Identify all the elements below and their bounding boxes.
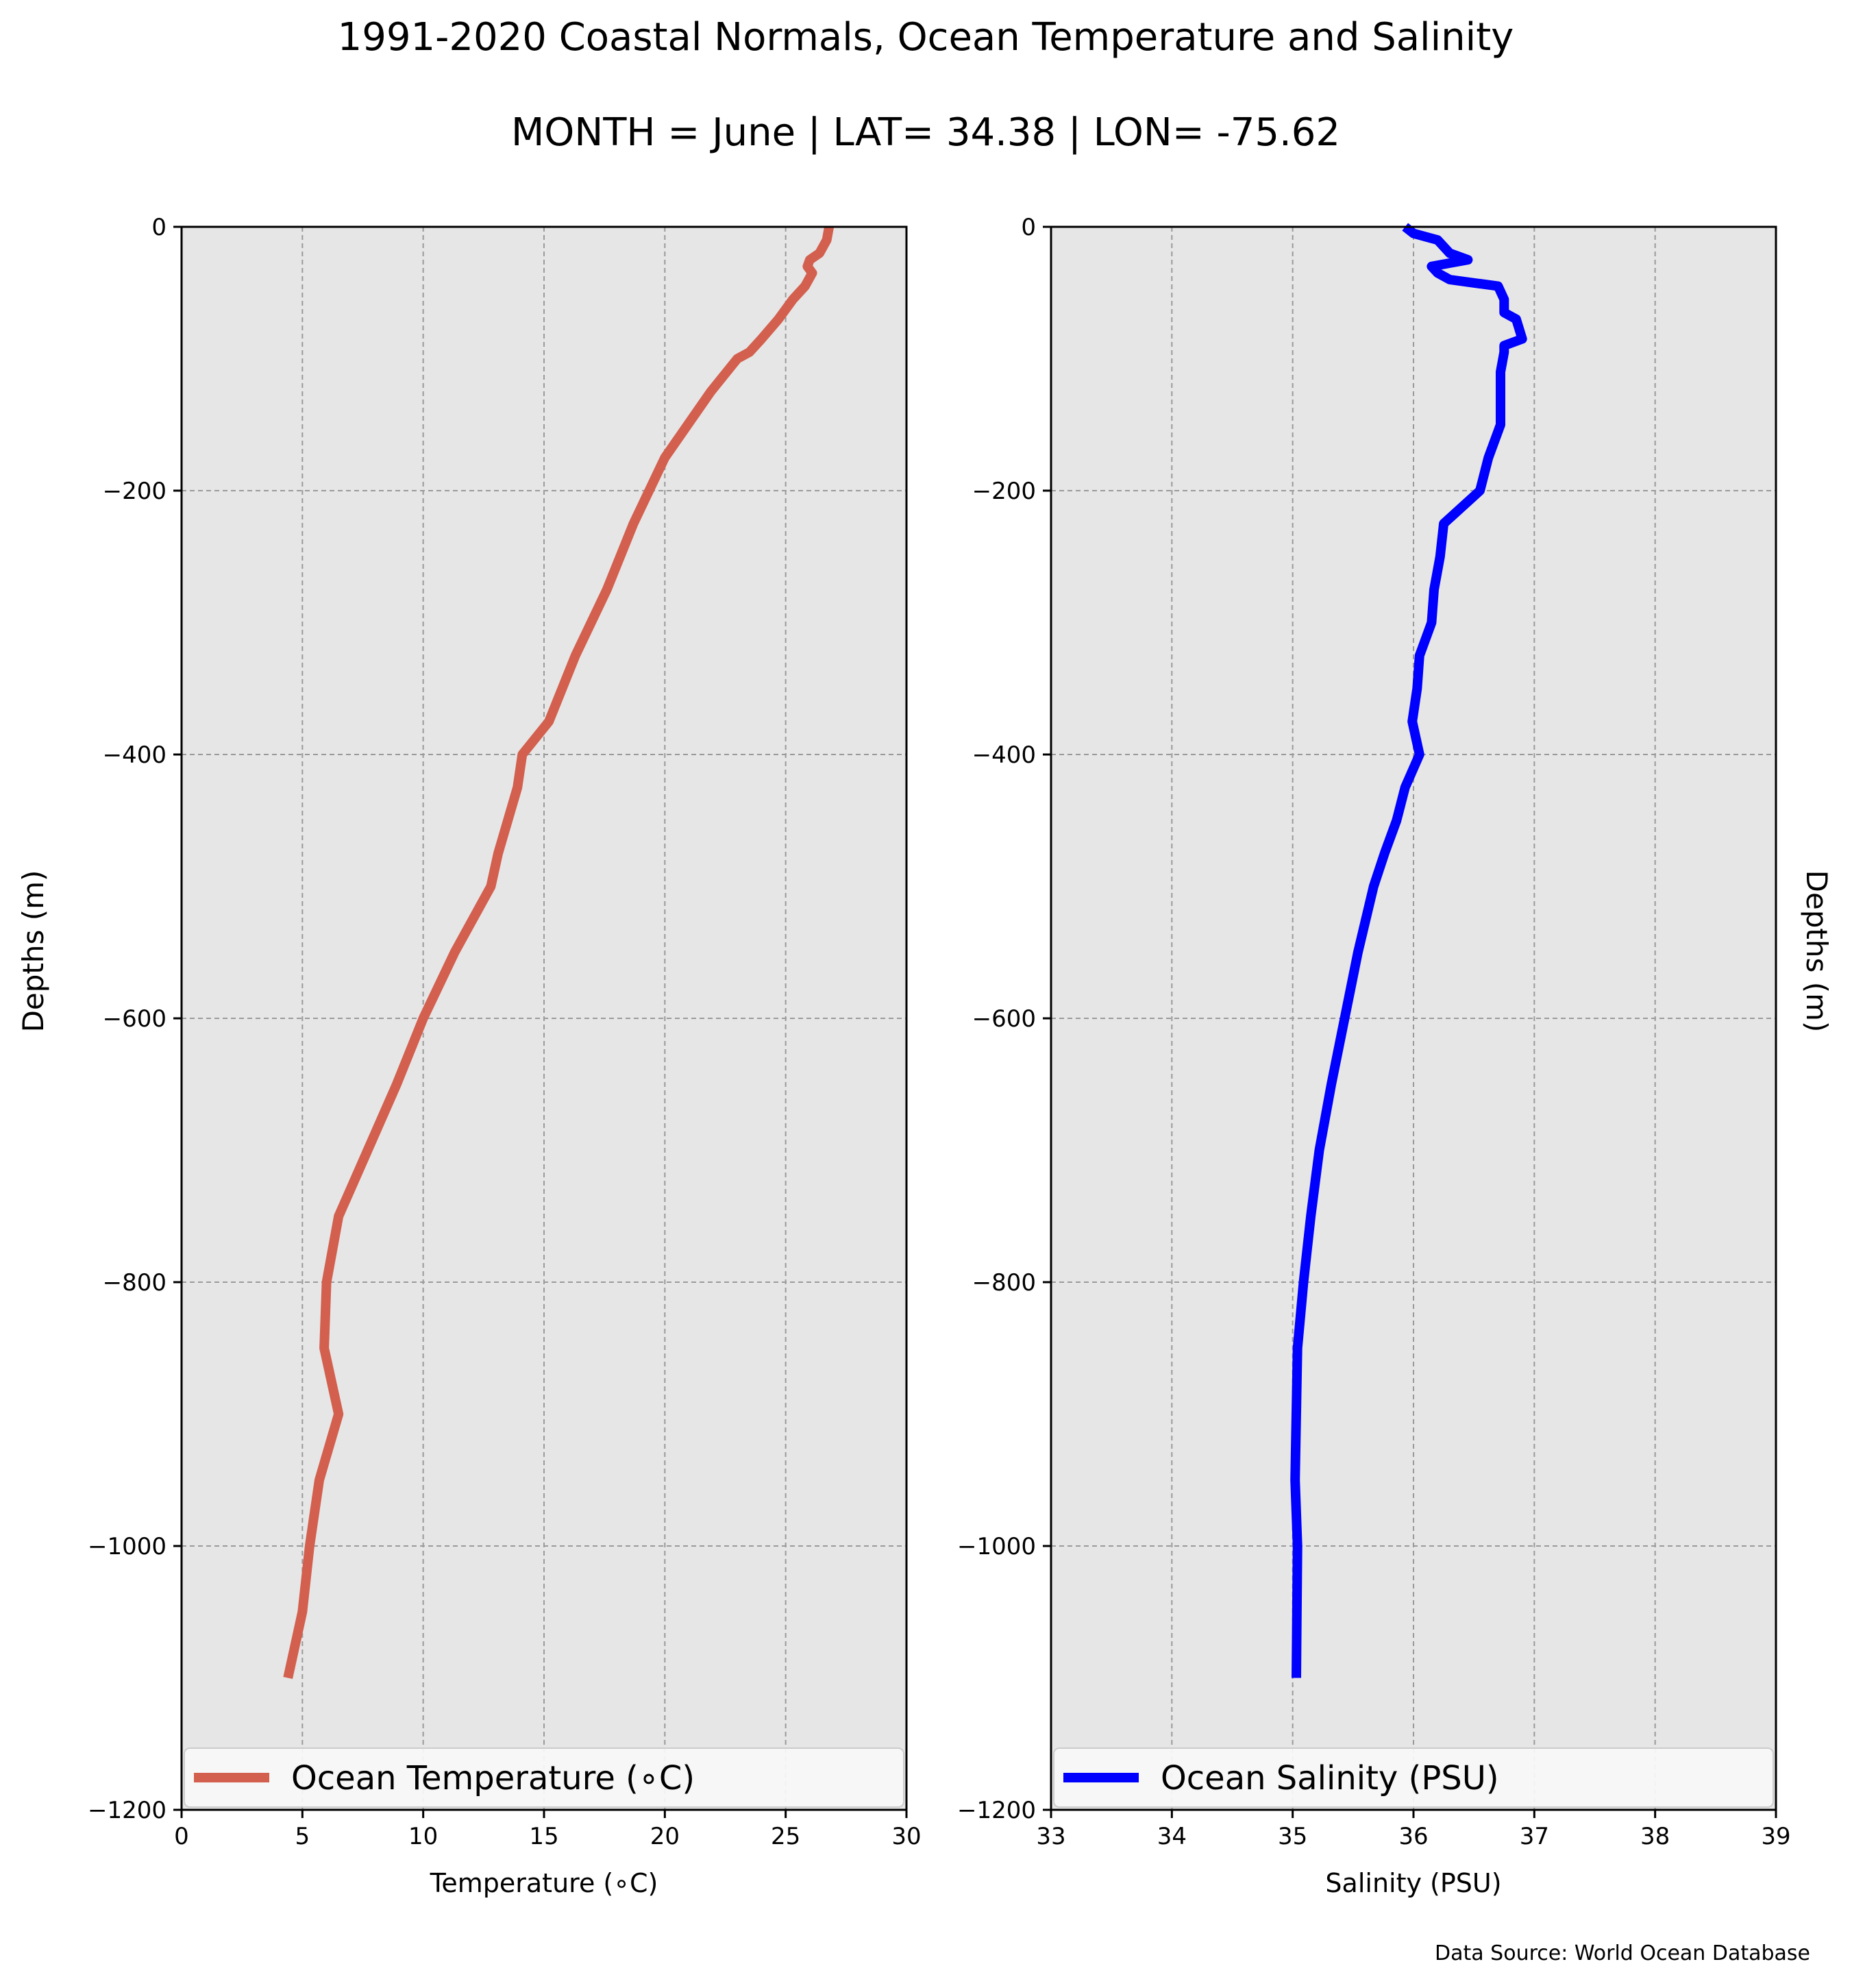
salinity-profile-line	[1290, 223, 1527, 1678]
salinity-legend-label: Ocean Salinity (PSU)	[1161, 1759, 1499, 1797]
salinity-x-tick-label: 36	[1398, 1823, 1428, 1850]
salinity-y-tick-label: −1200	[957, 1797, 1036, 1824]
temperature-legend	[184, 1747, 904, 1808]
left-y-axis-label: Depths (m)	[16, 870, 50, 1033]
salinity-y-tick-label: 0	[1021, 214, 1036, 241]
temperature-x-tick-label: 0	[174, 1823, 189, 1850]
temperature-x-tick-label: 30	[891, 1823, 921, 1850]
salinity-y-tick-label: −200	[972, 478, 1036, 505]
salinity-x-tick-label: 39	[1761, 1823, 1790, 1850]
salinity-y-tick-label: −1000	[957, 1533, 1036, 1560]
temperature-y-tick-label: −1200	[88, 1797, 166, 1824]
salinity-x-tick-label: 34	[1157, 1823, 1187, 1850]
temperature-x-tick-label: 15	[529, 1823, 558, 1850]
right-y-axis-label: Depths (m)	[1800, 870, 1834, 1033]
salinity-x-tick-label: 37	[1520, 1823, 1549, 1850]
figure-subtitle: MONTH = June | LAT= 34.38 | LON= -75.62	[511, 110, 1340, 155]
temperature-profile-line	[283, 225, 834, 1679]
temperature-panel: Ocean Temperature (∘C) 0 5 10 15 20 25 30 0 −200 −…	[88, 214, 922, 1898]
salinity-x-tick-label: 38	[1640, 1823, 1670, 1850]
temperature-y-tick-label: −400	[103, 741, 166, 769]
temperature-x-tick-label: 10	[408, 1823, 438, 1850]
data-source-note: Data Source: World Ocean Database	[1435, 1941, 1810, 1965]
salinity-y-tick-label: −800	[972, 1269, 1036, 1297]
salinity-panel: Ocean Salinity (PSU) 33 34 35 36 37 38 39 0 −200 −…	[957, 214, 1791, 1898]
temperature-y-tick-label: −1000	[88, 1533, 166, 1560]
temperature-x-axis-label: Temperature (∘C)	[430, 1868, 658, 1898]
salinity-legend	[1053, 1747, 1774, 1808]
salinity-x-tick-label: 33	[1036, 1823, 1065, 1850]
salinity-x-axis-label: Salinity (PSU)	[1325, 1868, 1501, 1898]
temperature-x-tick-label: 5	[295, 1823, 310, 1850]
salinity-x-tick-label: 35	[1278, 1823, 1307, 1850]
temperature-x-tick-label: 25	[771, 1823, 800, 1850]
salinity-y-tick-label: −400	[972, 741, 1036, 769]
temperature-y-tick-label: −800	[103, 1269, 166, 1297]
figure-title: 1991-2020 Coastal Normals, Ocean Tempera…	[338, 15, 1514, 60]
temperature-x-tick-label: 20	[650, 1823, 680, 1850]
salinity-y-tick-label: −600	[972, 1005, 1036, 1033]
temperature-legend-label: Ocean Temperature (∘C)	[291, 1759, 695, 1797]
temperature-y-tick-label: −200	[103, 478, 166, 505]
temperature-y-tick-label: −600	[103, 1005, 166, 1033]
temperature-y-tick-label: 0	[151, 214, 166, 241]
